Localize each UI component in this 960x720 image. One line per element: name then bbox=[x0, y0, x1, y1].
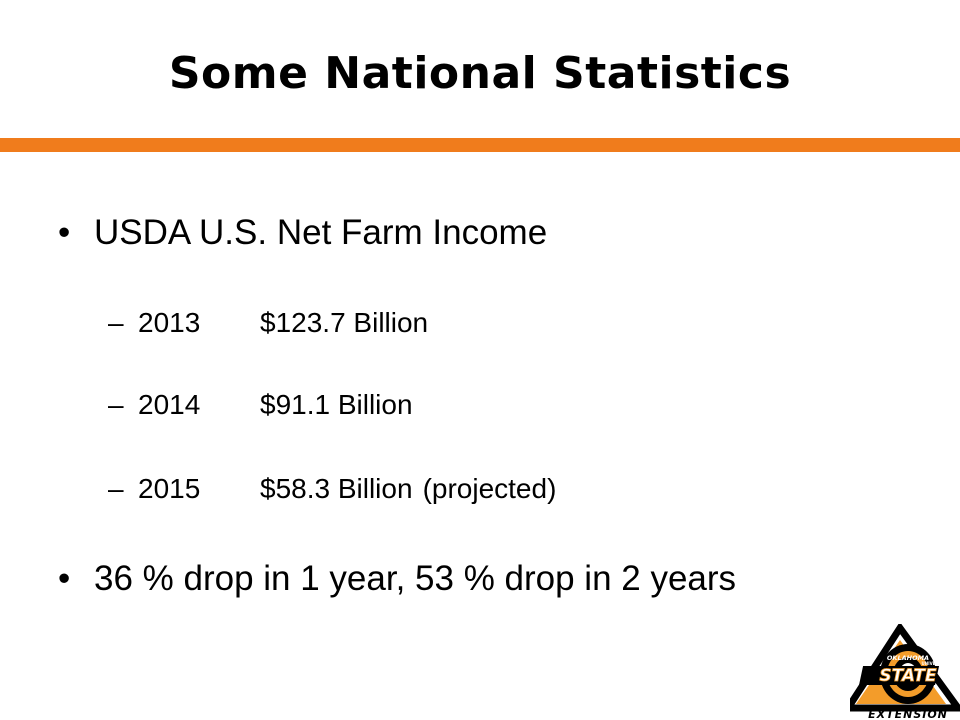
bullet-drop-summary: • 36 % drop in 1 year, 53 % drop in 2 yea… bbox=[58, 557, 736, 601]
income-amount: $91.1 Billion bbox=[260, 389, 413, 420]
year-label: 2014 bbox=[138, 389, 201, 420]
income-amount: $58.3 Billion bbox=[260, 473, 413, 504]
bullet-text: 36 % drop in 1 year, 53 % drop in 2 year… bbox=[94, 559, 737, 598]
oklahoma-state-extension-logo: OKLAHOMA STATE UNIVERSITY EXTENSION bbox=[850, 624, 960, 720]
logo-text-university: UNIVERSITY bbox=[922, 661, 949, 666]
logo-text-oklahoma: OKLAHOMA bbox=[887, 654, 929, 662]
slide-title: Some National Statistics bbox=[168, 48, 792, 99]
projected-note: (projected) bbox=[422, 473, 557, 504]
bullet-net-farm-income: • USDA U.S. Net Farm Income bbox=[58, 211, 547, 255]
income-amount: $123.7 Billion bbox=[260, 307, 429, 338]
year-label: 2013 bbox=[138, 307, 201, 338]
subitem-2014: –2014 $91.1 Billion bbox=[108, 388, 413, 422]
bullet-text: USDA U.S. Net Farm Income bbox=[94, 213, 548, 252]
dash-marker: – bbox=[108, 473, 124, 504]
logo-text-state: STATE bbox=[879, 666, 937, 686]
dash-marker: – bbox=[108, 307, 124, 338]
dash-marker: – bbox=[108, 389, 124, 420]
subitem-2013: –2013 $123.7 Billion bbox=[108, 306, 428, 340]
logo-text-extension: EXTENSION bbox=[868, 708, 948, 720]
bullet-marker: • bbox=[58, 559, 71, 598]
bullet-marker: • bbox=[58, 213, 71, 252]
year-label: 2015 bbox=[138, 473, 201, 504]
subitem-2015: –2015 $58.3 Billion (projected) bbox=[108, 472, 556, 506]
title-divider bbox=[0, 138, 960, 152]
